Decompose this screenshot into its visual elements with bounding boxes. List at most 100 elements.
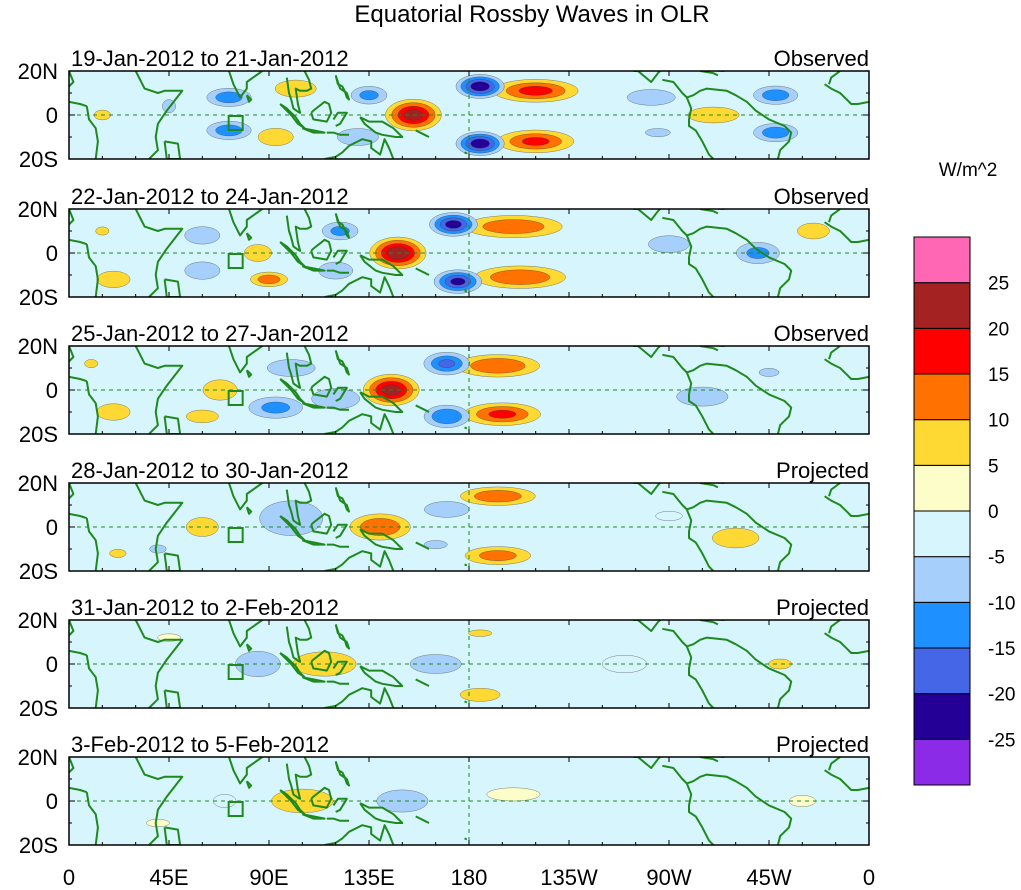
coastlines <box>69 483 869 571</box>
anomaly-cell <box>468 629 492 637</box>
coastline <box>69 483 75 500</box>
coastline <box>326 543 349 548</box>
coastline <box>279 241 306 268</box>
contour-level <box>186 409 219 423</box>
coastline <box>685 97 715 159</box>
coastline <box>633 483 725 495</box>
contour-level <box>712 527 760 549</box>
coastline <box>134 620 184 708</box>
colorbar-tick-label: 15 <box>988 365 1009 386</box>
contour-level <box>470 138 490 149</box>
colorbar-swatch <box>913 601 971 649</box>
contour-level <box>626 89 676 106</box>
coastline <box>279 789 306 816</box>
contour-level <box>261 401 290 414</box>
panel-5: 20N 0 20S 31-Jan-2012 to 2-Feb-2012 Projecte… <box>18 595 870 721</box>
anomaly-cell <box>423 352 470 376</box>
coastline <box>301 813 326 820</box>
contour-level <box>518 86 553 96</box>
x-tick-label: 90E <box>249 865 288 890</box>
coastline <box>415 267 430 276</box>
coastline <box>828 757 841 771</box>
coastline <box>324 413 395 434</box>
x-tick-label: 0 <box>863 865 875 890</box>
coastline <box>828 483 841 497</box>
coastline <box>662 490 793 571</box>
panel-2: 20N 0 20S 22-Jan-2012 to 24-Jan-2012 Observe… <box>18 184 870 310</box>
contour-level <box>468 629 492 637</box>
coastline <box>310 512 333 535</box>
coastline <box>359 391 404 413</box>
x-tick-label: 0 <box>63 865 75 890</box>
coastline <box>334 487 350 513</box>
colorbar-swatch <box>913 464 971 512</box>
coastline <box>301 402 326 409</box>
coastline <box>69 620 75 637</box>
anomaly-cell <box>758 368 780 377</box>
panel-date-range: 19-Jan-2012 to 21-Jan-2012 <box>71 46 349 71</box>
colorbar-swatch <box>913 693 971 740</box>
coastline <box>824 221 869 243</box>
panel-4: 20N 0 20S 28-Jan-2012 to 30-Jan-2012 Project… <box>18 458 870 584</box>
panel-kind-label: Observed <box>774 321 869 346</box>
colorbar: W/m^2 -25 -20 -15 -10 -5 0 5 10 15 20 25 <box>913 160 1015 786</box>
x-tick-label: 135E <box>343 865 394 890</box>
colorbar-swatch <box>913 327 971 375</box>
y-tick-label: 20S <box>19 833 58 858</box>
coastline <box>685 646 715 708</box>
contour-level <box>146 819 170 827</box>
contour-level <box>797 222 830 240</box>
anomaly-cell <box>655 511 683 521</box>
contour-level <box>438 359 456 368</box>
anomaly-cell <box>648 235 690 253</box>
contour-level <box>486 787 541 802</box>
anomaly-cell <box>497 129 575 153</box>
contour-level <box>450 277 466 286</box>
colorbar-tick-label: -20 <box>988 685 1015 706</box>
contour-level <box>423 540 448 549</box>
coastline <box>326 269 349 274</box>
coastline <box>228 757 263 785</box>
coastline <box>334 761 350 787</box>
coastline <box>828 620 841 634</box>
x-tick-label: 45E <box>149 865 188 890</box>
panel-3: 20N 0 20S 25-Jan-2012 to 27-Jan-2012 Observe… <box>18 321 870 447</box>
coastline <box>359 254 404 276</box>
coastline <box>134 346 184 434</box>
coastline <box>163 140 182 159</box>
coastline <box>163 552 182 571</box>
coastline <box>245 232 253 241</box>
anomaly-cell <box>109 549 127 558</box>
coastline <box>245 94 253 103</box>
coastline <box>633 71 725 83</box>
anomaly-cell <box>459 688 501 702</box>
x-tick-label: 90W <box>646 865 691 890</box>
contour-level <box>359 90 379 101</box>
coastline <box>324 276 395 297</box>
coastline <box>824 83 869 105</box>
coastline <box>69 786 88 794</box>
coastline <box>301 127 326 134</box>
y-tick-label: 20S <box>19 147 58 172</box>
colorbar-tick-label: -15 <box>988 639 1015 660</box>
coastline <box>662 627 793 708</box>
anomaly-cell <box>184 226 221 245</box>
panel-kind-label: Projected <box>776 732 869 757</box>
coastline <box>828 71 841 85</box>
contour-level <box>459 688 501 702</box>
coastline <box>633 209 725 221</box>
coastline <box>69 512 88 520</box>
coastline <box>69 757 75 774</box>
reference-box <box>227 664 244 680</box>
olr-field <box>69 757 869 845</box>
contour-level <box>149 544 167 554</box>
y-tick-label: 20S <box>19 285 58 310</box>
anomaly-cell <box>149 544 167 554</box>
anomaly-cell <box>455 74 505 99</box>
colorbar-tick-label: 5 <box>988 456 999 477</box>
colorbar-tick-label: -5 <box>988 548 1005 569</box>
coastline <box>685 509 715 571</box>
contour-level <box>758 368 780 377</box>
coastline <box>163 278 182 297</box>
